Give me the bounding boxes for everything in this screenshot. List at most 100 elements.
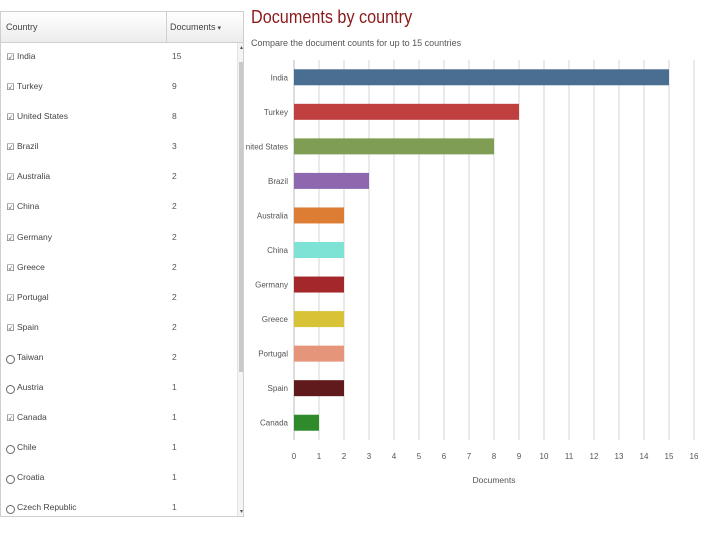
country-name: Australia — [17, 171, 51, 182]
document-count: 8 — [172, 111, 177, 122]
country-name: China — [17, 201, 40, 212]
bar[interactable] — [294, 242, 344, 258]
country-name: Portugal — [17, 291, 49, 302]
bar[interactable] — [294, 172, 369, 189]
x-tick-label: 0 — [292, 452, 297, 461]
checkbox-checked-icon[interactable]: ☑ — [6, 262, 15, 273]
x-tick-label: 5 — [417, 452, 422, 461]
bar[interactable] — [294, 103, 519, 120]
checkbox-checked-icon[interactable]: ☑ — [6, 202, 15, 213]
table-body: ☑ India 15 ☑ Turkey 9 ☑ United States 8 ☑ Brazil 3 ☑… — [1, 43, 237, 516]
bar[interactable] — [294, 414, 319, 431]
document-count: 2 — [172, 351, 177, 362]
document-count: 1 — [172, 472, 177, 483]
document-count: 2 — [172, 261, 177, 272]
table-header: Country Documents ▾ — [1, 12, 243, 43]
table-row[interactable]: ☑ Turkey 9 — [1, 73, 237, 103]
scrollbar-thumb[interactable] — [239, 62, 243, 372]
bar[interactable] — [294, 207, 344, 224]
bar[interactable] — [294, 345, 344, 362]
document-count: 9 — [172, 81, 177, 92]
checkbox-checked-icon[interactable]: ☑ — [6, 322, 15, 333]
country-name: Germany — [17, 231, 52, 242]
checkbox-checked-icon[interactable]: ☑ — [6, 142, 15, 153]
x-tick-label: 1 — [317, 452, 322, 461]
bar[interactable] — [294, 380, 344, 397]
checkbox-checked-icon[interactable]: ☑ — [6, 172, 15, 183]
table-row[interactable]: Chile 1 — [1, 434, 237, 464]
table-row[interactable]: Czech Republic 1 — [1, 494, 237, 516]
column-header-country[interactable]: Country — [1, 12, 167, 42]
document-count: 3 — [172, 141, 177, 152]
table-row[interactable]: ☑ Germany 2 — [1, 224, 237, 254]
table-row[interactable]: ☑ China 2 — [1, 193, 237, 223]
x-tick-label: 12 — [590, 452, 599, 461]
table-row[interactable]: ☑ Greece 2 — [1, 254, 237, 284]
document-count: 2 — [172, 321, 177, 332]
document-count: 2 — [172, 231, 177, 242]
table-row[interactable]: ☑ Brazil 3 — [1, 133, 237, 163]
x-tick-label: 2 — [342, 452, 347, 461]
table-row[interactable]: Taiwan 2 — [1, 344, 237, 374]
checkbox-checked-icon[interactable]: ☑ — [6, 52, 15, 62]
scroll-up-arrow-icon[interactable]: ▴ — [239, 45, 243, 51]
checkbox-unchecked-icon[interactable] — [6, 505, 15, 515]
scroll-down-arrow-icon[interactable]: ▾ — [239, 509, 243, 515]
checkbox-checked-icon[interactable]: ☑ — [6, 82, 15, 93]
table-row[interactable]: ☑ Canada 1 — [1, 404, 237, 434]
bar[interactable] — [294, 138, 494, 155]
x-tick-label: 15 — [665, 452, 674, 461]
chart-subtitle: Compare the document counts for up to 15… — [251, 38, 462, 48]
y-category-label: Greece — [262, 315, 289, 324]
table-row[interactable]: ☑ India 15 — [1, 43, 237, 73]
y-category-label: Australia — [257, 211, 289, 220]
checkbox-checked-icon[interactable]: ☑ — [6, 112, 15, 123]
checkbox-unchecked-icon[interactable] — [6, 385, 15, 395]
x-axis-label: Documents — [473, 475, 516, 485]
document-count: 1 — [172, 412, 177, 423]
x-tick-label: 9 — [517, 452, 522, 461]
vertical-scrollbar[interactable]: ▴ ▾ — [237, 43, 243, 516]
table-row[interactable]: Austria 1 — [1, 374, 237, 404]
y-category-label: Germany — [255, 281, 288, 290]
document-count: 2 — [172, 171, 177, 182]
table-row[interactable]: ☑ United States 8 — [1, 103, 237, 133]
sort-descending-icon: ▾ — [217, 25, 222, 32]
checkbox-checked-icon[interactable]: ☑ — [6, 413, 15, 424]
x-tick-label: 4 — [392, 452, 397, 461]
table-row[interactable]: ☑ Australia 2 — [1, 163, 237, 193]
x-tick-label: 8 — [492, 452, 497, 461]
x-tick-label: 3 — [367, 452, 372, 461]
document-count: 1 — [172, 382, 177, 393]
country-name: Spain — [17, 321, 39, 332]
y-category-label: China — [267, 246, 288, 255]
y-category-label: Brazil — [268, 177, 288, 186]
table-row[interactable]: ☑ Portugal 2 — [1, 284, 237, 314]
country-name: India — [17, 51, 36, 61]
checkbox-unchecked-icon[interactable] — [6, 475, 15, 485]
column-header-country-label: Country — [6, 22, 38, 32]
country-name: Croatia — [17, 472, 45, 483]
table-row[interactable]: ☑ Spain 2 — [1, 314, 237, 344]
bar[interactable] — [294, 311, 344, 328]
checkbox-checked-icon[interactable]: ☑ — [6, 292, 15, 303]
column-header-documents[interactable]: Documents ▾ — [167, 12, 243, 42]
country-name: Taiwan — [17, 351, 44, 362]
document-count: 2 — [172, 201, 177, 212]
x-tick-label: 11 — [565, 452, 574, 461]
country-name: Greece — [17, 261, 45, 272]
y-category-label: Portugal — [258, 350, 288, 359]
document-count: 2 — [172, 291, 177, 302]
country-name: United States — [17, 111, 69, 122]
bar[interactable] — [294, 69, 669, 86]
table-row[interactable]: Croatia 1 — [1, 464, 237, 494]
country-name: Austria — [17, 382, 44, 393]
y-category-label: Canada — [260, 419, 289, 428]
y-category-label: United States — [246, 142, 288, 151]
checkbox-unchecked-icon[interactable] — [6, 445, 15, 455]
checkbox-unchecked-icon[interactable] — [6, 354, 15, 364]
y-category-label: India — [271, 73, 289, 82]
country-name: Brazil — [17, 141, 39, 152]
checkbox-checked-icon[interactable]: ☑ — [6, 232, 15, 243]
bar[interactable] — [294, 276, 344, 293]
